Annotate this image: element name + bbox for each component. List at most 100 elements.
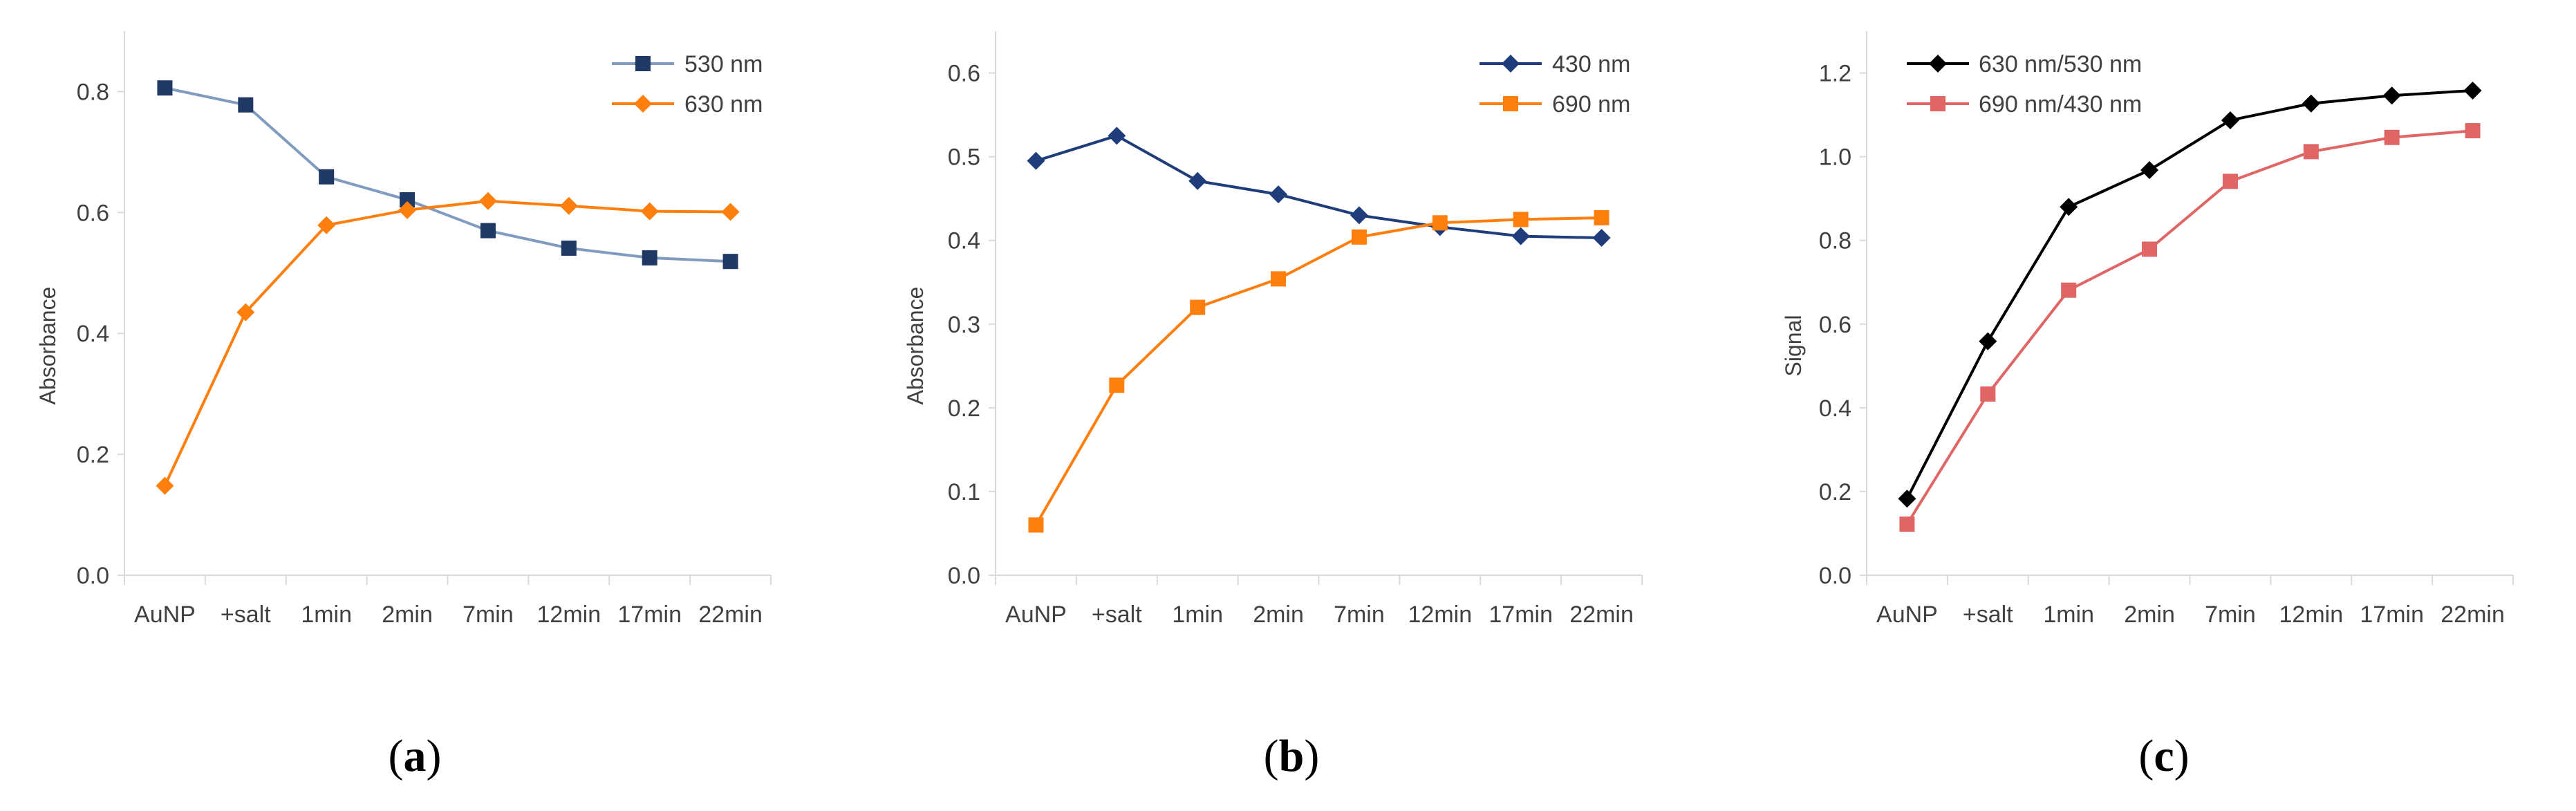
chart-c-series-630-nm-530-nm-point <box>2060 198 2078 216</box>
chart-a-ylabel: Absorbance <box>35 287 60 405</box>
chart-b-legend: 430 nm 690 nm <box>1480 51 1630 118</box>
chart-c-ytick-label: 0.8 <box>1819 228 1851 254</box>
chart-a-legend-marker-530 <box>635 56 651 71</box>
chart-b-series-430-nm-point <box>1027 151 1045 170</box>
chart-c-series-690-nm-430-nm-point <box>2142 241 2158 257</box>
chart-c-legend-label-630-530: 630 nm/530 nm <box>1979 51 2142 77</box>
chart-b-series-430-nm-line <box>1035 134 1602 240</box>
chart-c-xtick-label: 17min <box>2360 602 2424 628</box>
chart-b-series-430-nm-point <box>1269 185 1288 204</box>
chart-c-xtick-label: 22min <box>2440 602 2505 628</box>
chart-a-ytick-label: 0.2 <box>77 442 109 468</box>
chart-b-panel-letter: b <box>1279 731 1305 781</box>
chart-a-xtick-label: 7min <box>463 602 514 628</box>
chart-a-series-630-nm-point <box>640 202 659 221</box>
chart-c-ytick-label: 0.6 <box>1819 312 1851 338</box>
chart-c-legend: 630 nm/530 nm 690 nm/430 nm <box>1907 51 2142 118</box>
chart-b-series-690-nm-point <box>1190 299 1206 315</box>
chart-b-legend-marker-690 <box>1503 96 1518 111</box>
chart-b-series-430-nm-point <box>1188 171 1207 190</box>
chart-a-series-630-nm-line <box>163 199 731 487</box>
chart-a-series-630-nm-point <box>236 303 255 321</box>
chart-c-series-630-nm-530-nm-point <box>2221 111 2239 129</box>
chart-a-series-630-nm-point <box>559 196 578 215</box>
chart-a-xtick-label: 17min <box>617 602 682 628</box>
chart-b-xtick-label: 22min <box>1569 602 1634 628</box>
chart-a-xtick-label: 1min <box>301 602 352 628</box>
chart-c-ytick-label: 0.2 <box>1819 479 1851 505</box>
chart-a-panel-letter: a <box>404 731 427 781</box>
chart-c-xtick-label: 1min <box>2043 602 2094 628</box>
chart-b-series-430-nm-point <box>1350 206 1368 225</box>
chart-b-ytick-label: 0.3 <box>948 312 980 338</box>
chart-b-series-690-nm-line <box>1034 216 1602 526</box>
chart-c-legend-marker-630-530 <box>1929 55 1947 73</box>
chart-c-ytick-label: 0.4 <box>1819 395 1851 422</box>
chart-b-series-430-nm-point <box>1511 227 1530 245</box>
chart-a-xtick-label: AuNP <box>134 602 196 628</box>
chart-a-series-630-nm-point <box>721 203 740 221</box>
chart-c-series-690-nm-430-nm-point <box>2384 129 2400 145</box>
chart-b-xtick-label: +salt <box>1092 602 1142 628</box>
chart-b-ylabel: Absorbance <box>903 287 928 405</box>
chart-c-panel-label: (c) <box>2138 731 2189 781</box>
chart-b-series-690-nm-point <box>1271 271 1287 287</box>
chart-b-legend-marker-430 <box>1502 55 1520 73</box>
chart-a-series-530-nm-point <box>561 240 577 256</box>
chart-c-ytick-label: 1.0 <box>1819 145 1851 171</box>
chart-c-series-630-nm-530-nm-point <box>1898 490 1916 508</box>
chart-a-legend-label-530: 530 nm <box>684 51 763 77</box>
chart-a-series-630-nm-point <box>317 216 336 234</box>
chart-c-series-690-nm-430-nm-point <box>2222 174 2238 189</box>
chart-c-xtick-label: 7min <box>2205 602 2256 628</box>
chart-c-xtick-label: AuNP <box>1876 602 1938 628</box>
chart-c-ylabel: Signal <box>1781 315 1806 377</box>
chart-a-ytick-label: 0.8 <box>77 79 109 105</box>
chart-c-series-630-nm-530-nm-point <box>1979 332 1997 351</box>
chart-c-legend-label-690-430: 690 nm/430 nm <box>1979 91 2142 118</box>
chart-b-series-430-nm-point <box>1592 229 1611 248</box>
chart-a-series-530-nm-point <box>319 169 335 185</box>
chart-a-plot: 0.0 0.2 0.4 0.6 0.8 AuNP +salt 1min 2min 7min 12mi… <box>77 31 772 628</box>
chart-b-xtick-label: 12min <box>1408 602 1473 628</box>
chart-b-ytick-label: 0.2 <box>948 395 980 422</box>
chart-b-legend-label-430: 430 nm <box>1552 51 1630 77</box>
chart-b-ytick-label: 0.6 <box>948 61 980 87</box>
chart-b-series-690-nm-point <box>1028 517 1044 533</box>
chart-a-legend-label-630: 630 nm <box>684 91 763 118</box>
chart-b: Absorbance 0.0 0.1 0.2 0.3 0.4 0.5 0.6 AuNP +sal… <box>903 31 1643 781</box>
chart-b-series-430-nm-point <box>1108 127 1126 145</box>
chart-a-ytick-label: 0.0 <box>77 563 109 589</box>
chart-c: Signal 0.0 0.2 0.4 0.6 0.8 1.0 1.2 AuNP +salt 1mi… <box>1781 31 2514 781</box>
chart-a-series-630-nm-point <box>478 192 497 210</box>
chart-b-ytick-label: 0.4 <box>948 228 980 254</box>
chart-a-series-630-nm-point <box>398 201 417 219</box>
chart-c-series-630-nm-530-nm-line <box>1905 88 2473 500</box>
chart-b-panel-label: (b) <box>1264 731 1320 781</box>
chart-a-series-530-nm-point <box>480 223 496 239</box>
chart-c-series-630-nm-530-nm-point <box>2140 160 2159 179</box>
chart-c-ytick-label: 0.0 <box>1819 563 1851 589</box>
chart-c-series-630-nm-530-nm-point <box>2382 86 2401 105</box>
chart-a-series-530-nm-point <box>400 192 416 207</box>
chart-a-series-630-nm-point <box>156 476 174 495</box>
chart-b-xtick-label: 2min <box>1253 602 1304 628</box>
chart-b-xtick-label: 7min <box>1334 602 1385 628</box>
chart-b-legend-label-690: 690 nm <box>1552 91 1630 118</box>
chart-c-xtick-label: 2min <box>2124 602 2175 628</box>
chart-b-xtick-label: 17min <box>1488 602 1553 628</box>
chart-b-series-690-nm-point <box>1513 212 1529 227</box>
chart-b-ytick-label: 0.0 <box>948 563 980 589</box>
chart-a-ytick-label: 0.6 <box>77 200 109 226</box>
chart-a-series-530-nm-line <box>165 86 731 263</box>
chart-c-series-630-nm-530-nm-point <box>2302 94 2320 113</box>
chart-b-series-690-nm-point <box>1109 377 1125 393</box>
chart-c-series-630-nm-530-nm-point <box>2463 81 2482 100</box>
chart-a-xtick-label: 2min <box>382 602 433 628</box>
chart-a-xtick-label: 12min <box>537 602 601 628</box>
chart-a-legend-marker-630 <box>634 95 652 113</box>
chart-a-xtick-label: +salt <box>221 602 271 628</box>
chart-a: Absorbance 0.0 0.2 0.4 0.6 0.8 AuNP +salt 1min 2… <box>35 31 772 781</box>
chart-c-series-690-nm-430-nm-point <box>1980 386 1996 402</box>
chart-a-panel-label: (a) <box>389 731 442 781</box>
